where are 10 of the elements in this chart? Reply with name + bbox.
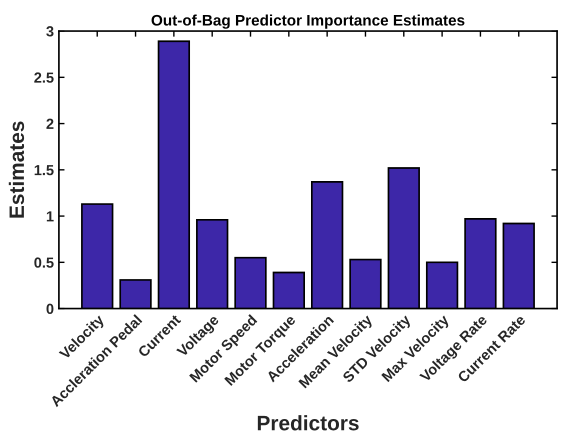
y-tick-label: 2: [46, 118, 54, 129]
y-tick-label: 0.5: [34, 257, 54, 268]
y-tick-label: 3: [46, 26, 54, 37]
y-tick-label: 2.5: [34, 72, 54, 83]
y-tick-label: 0: [46, 304, 54, 314]
chart-title: Out-of-Bag Predictor Importance Estimates: [152, 14, 464, 29]
x-axis-title: Predictors: [258, 415, 359, 430]
y-axis-title: Estimates: [8, 121, 24, 218]
y-tick-label: 1.5: [34, 165, 54, 176]
y-tick-label: 1: [46, 211, 54, 222]
